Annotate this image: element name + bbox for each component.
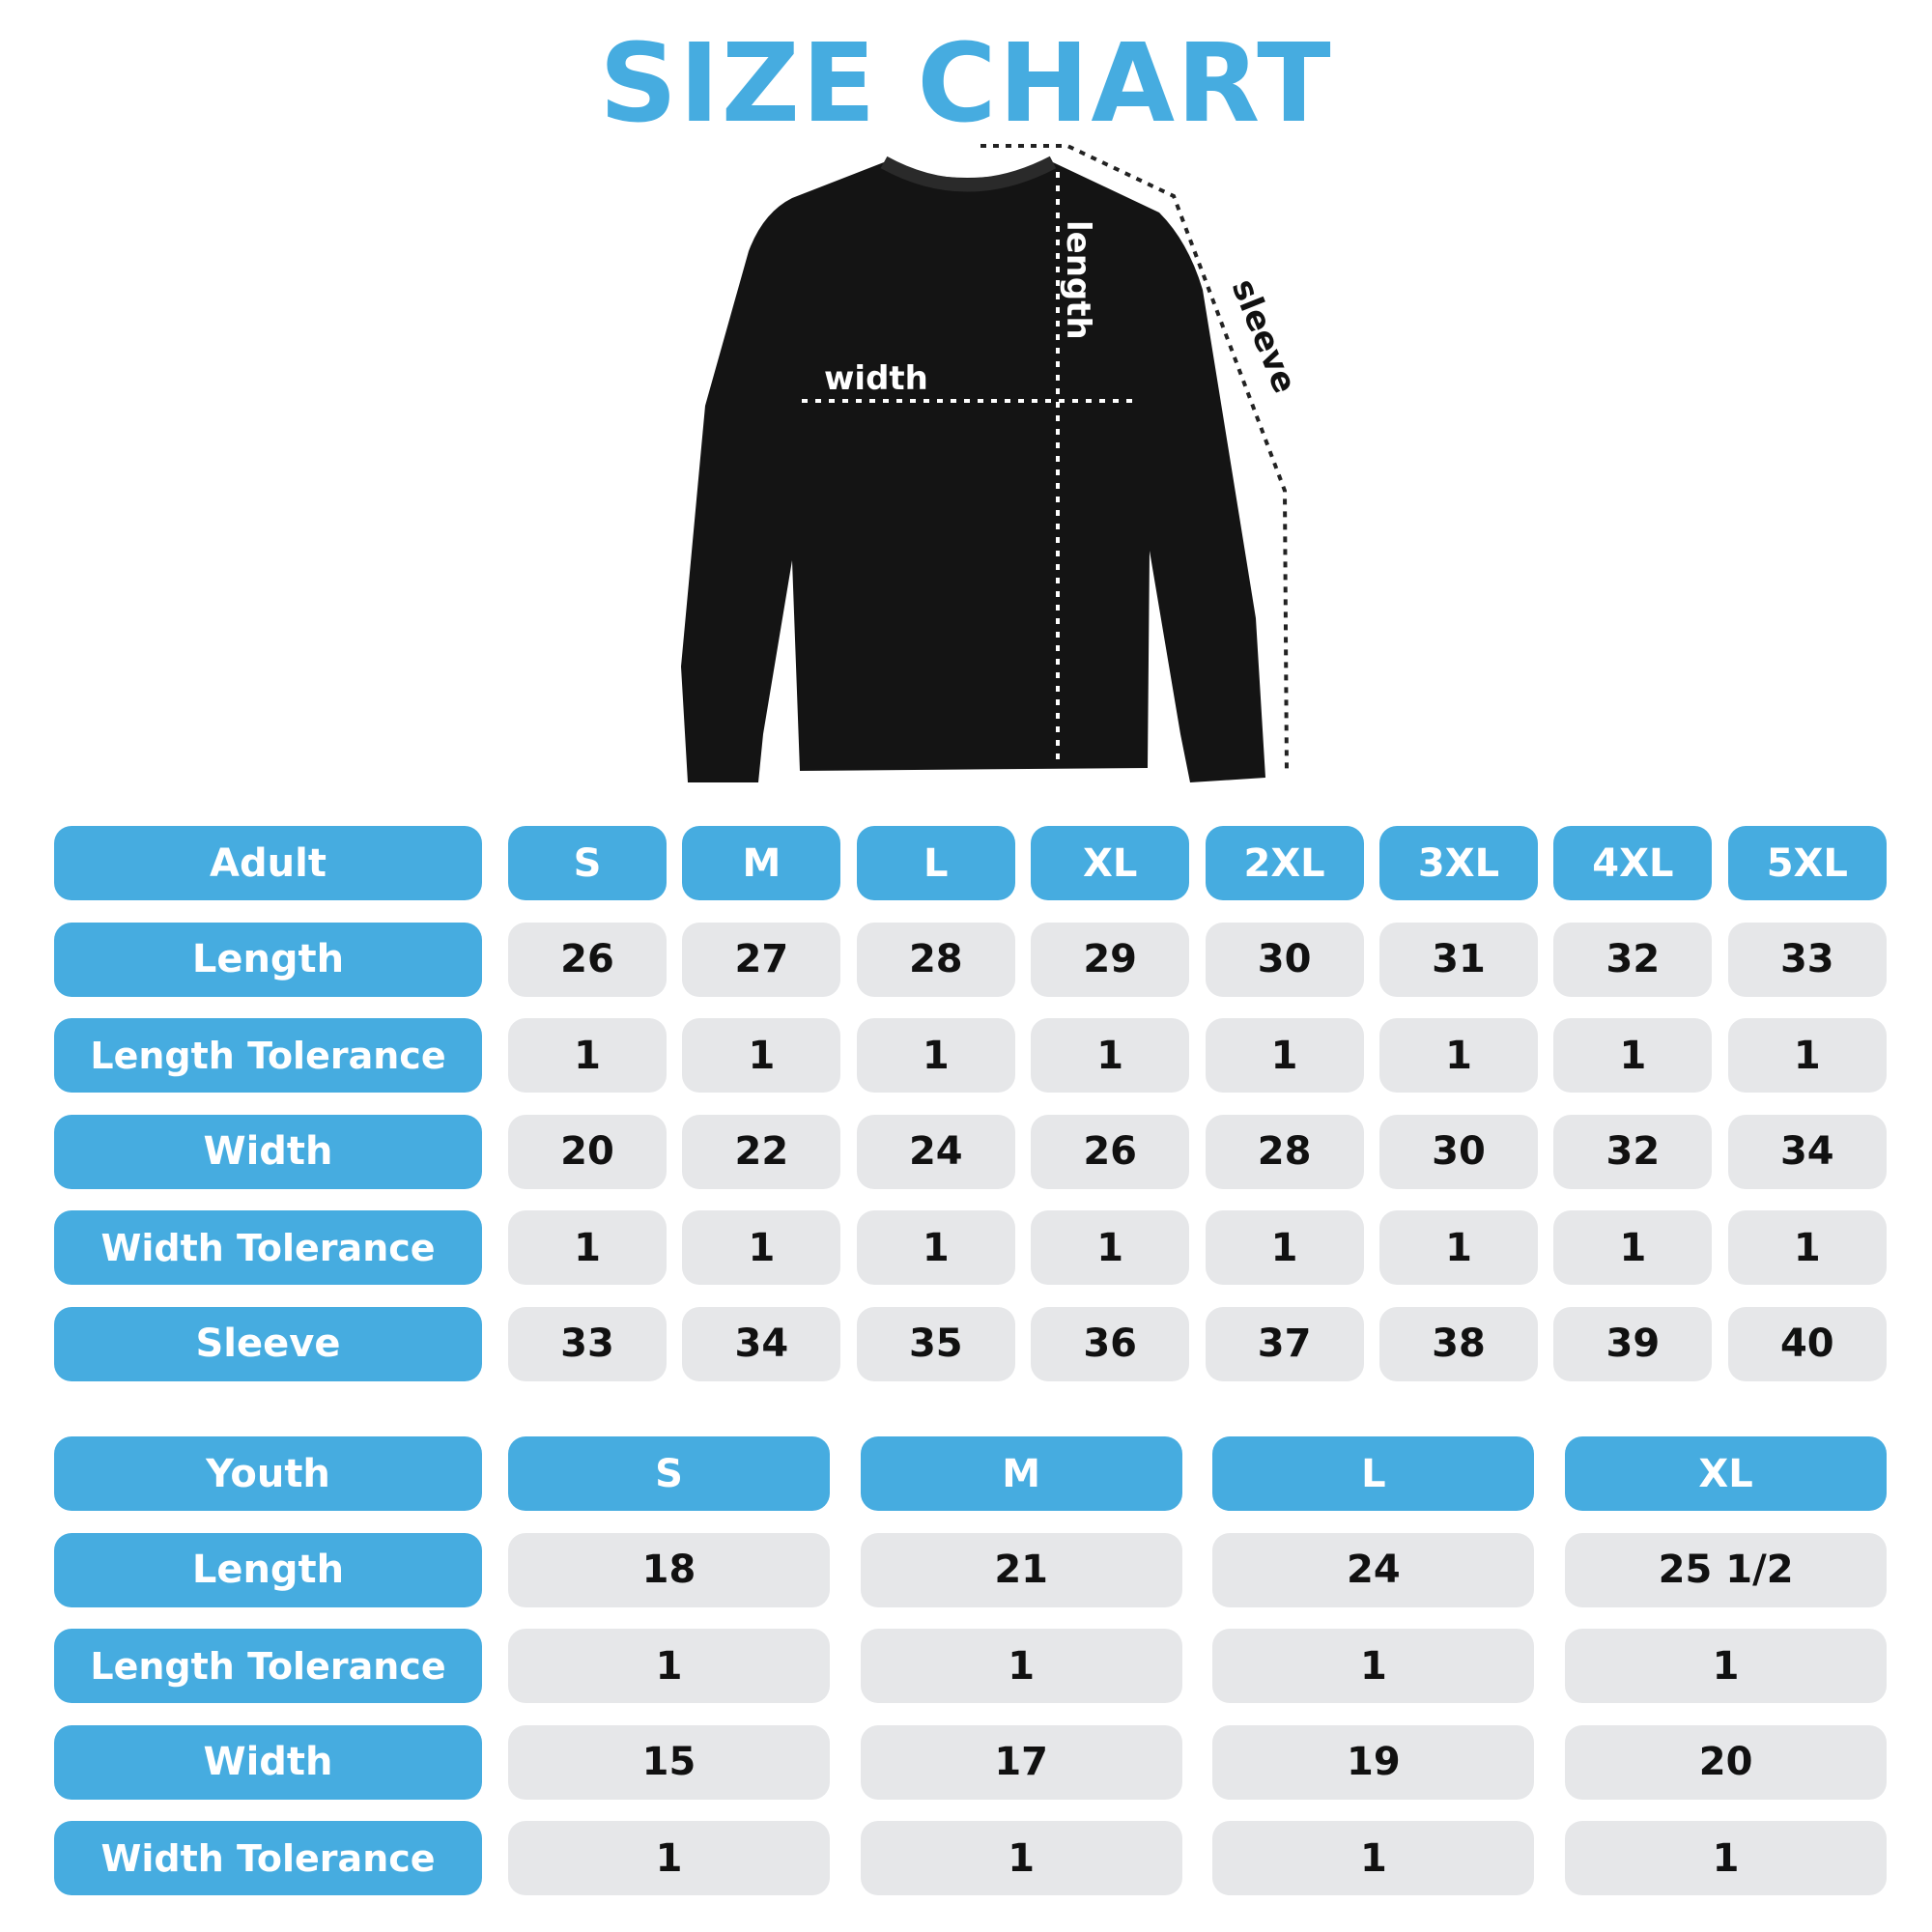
adult-cell: 1	[508, 1018, 667, 1093]
adult-cell: 1	[1205, 1210, 1364, 1285]
adult-cell: 1	[1031, 1210, 1190, 1285]
adult-size-xl: XL	[1031, 826, 1190, 900]
adult-cell: 39	[1553, 1306, 1713, 1381]
youth-cell: 24	[1212, 1532, 1535, 1607]
adult-cell: 37	[1205, 1306, 1364, 1381]
adult-row-label: Length	[54, 922, 482, 997]
adult-cell: 1	[856, 1018, 1015, 1093]
youth-size-l: L	[1212, 1436, 1535, 1511]
adult-cell: 33	[1727, 922, 1887, 997]
youth-cell: 25 1/2	[1565, 1532, 1888, 1607]
adult-row-label: Length Tolerance	[54, 1018, 482, 1093]
adult-size-3xl: 3XL	[1379, 826, 1538, 900]
adult-cell: 28	[1205, 1114, 1364, 1189]
youth-row-label: Width	[54, 1724, 482, 1800]
adult-cell: 1	[856, 1210, 1015, 1285]
adult-cell: 22	[682, 1114, 841, 1189]
sleeve-dashed-line	[980, 144, 1289, 774]
adult-cell: 29	[1031, 922, 1190, 997]
adult-size-5xl: 5XL	[1727, 826, 1887, 900]
adult-cell: 32	[1553, 922, 1713, 997]
adult-cell: 1	[1553, 1018, 1713, 1093]
youth-row-label: Width Tolerance	[54, 1821, 482, 1895]
youth-cell: 1	[1212, 1629, 1535, 1703]
youth-cell: 1	[860, 1821, 1182, 1895]
adult-cell: 1	[1205, 1018, 1364, 1093]
adult-size-4xl: 4XL	[1553, 826, 1713, 900]
youth-size-s: S	[508, 1436, 830, 1511]
youth-row-label: Length Tolerance	[54, 1629, 482, 1703]
adult-cell: 40	[1727, 1306, 1887, 1381]
adult-size-s: S	[508, 826, 667, 900]
adult-cell: 31	[1379, 922, 1538, 997]
adult-cell: 20	[508, 1114, 667, 1189]
adult-cell: 1	[682, 1018, 841, 1093]
length-label: length	[1059, 220, 1097, 340]
adult-cell: 1	[1031, 1018, 1190, 1093]
adult-cell: 32	[1553, 1114, 1713, 1189]
youth-cell: 19	[1212, 1724, 1535, 1800]
youth-cell: 1	[860, 1629, 1182, 1703]
youth-size-m: M	[860, 1436, 1182, 1511]
adult-cell: 34	[1727, 1114, 1887, 1189]
sleeve-label: sleeve	[1224, 273, 1304, 398]
adult-cell: 26	[1031, 1114, 1190, 1189]
adult-cell: 35	[856, 1306, 1015, 1381]
youth-cell: 1	[1212, 1821, 1535, 1895]
adult-cell: 1	[1379, 1018, 1538, 1093]
adult-cell: 28	[856, 922, 1015, 997]
adult-header-label: Adult	[54, 826, 482, 900]
adult-cell: 36	[1031, 1306, 1190, 1381]
adult-cell: 27	[682, 922, 841, 997]
youth-row-label: Length	[54, 1532, 482, 1607]
youth-cell: 21	[860, 1532, 1182, 1607]
youth-cell: 1	[1565, 1821, 1888, 1895]
adult-cell: 1	[1379, 1210, 1538, 1285]
sweater-diagram: width length sleeve	[681, 144, 1304, 782]
youth-cell: 18	[508, 1532, 830, 1607]
youth-header-label: Youth	[54, 1436, 482, 1511]
adult-cell: 24	[856, 1114, 1015, 1189]
page-title: SIZE CHART	[599, 21, 1333, 147]
youth-cell: 20	[1565, 1724, 1888, 1800]
adult-row-label: Width	[54, 1114, 482, 1189]
adult-cell: 1	[1727, 1018, 1887, 1093]
adult-row-label: Width Tolerance	[54, 1210, 482, 1285]
adult-size-l: L	[856, 826, 1015, 900]
adult-cell: 26	[508, 922, 667, 997]
youth-cell: 1	[508, 1821, 830, 1895]
width-label: width	[824, 359, 928, 398]
youth-cell: 15	[508, 1724, 830, 1800]
adult-cell: 30	[1205, 922, 1364, 997]
sweater-collar	[880, 156, 1057, 192]
adult-cell: 1	[1553, 1210, 1713, 1285]
adult-cell: 1	[1727, 1210, 1887, 1285]
adult-cell: 33	[508, 1306, 667, 1381]
youth-cell: 1	[1565, 1629, 1888, 1703]
adult-cell: 1	[508, 1210, 667, 1285]
adult-cell: 38	[1379, 1306, 1538, 1381]
youth-size-xl: XL	[1565, 1436, 1888, 1511]
sweater-body	[681, 162, 1265, 782]
adult-size-2xl: 2XL	[1205, 826, 1364, 900]
adult-cell: 30	[1379, 1114, 1538, 1189]
youth-cell: 1	[508, 1629, 830, 1703]
adult-size-m: M	[682, 826, 841, 900]
adult-cell: 1	[682, 1210, 841, 1285]
adult-row-label: Sleeve	[54, 1306, 482, 1381]
youth-cell: 17	[860, 1724, 1182, 1800]
adult-cell: 34	[682, 1306, 841, 1381]
